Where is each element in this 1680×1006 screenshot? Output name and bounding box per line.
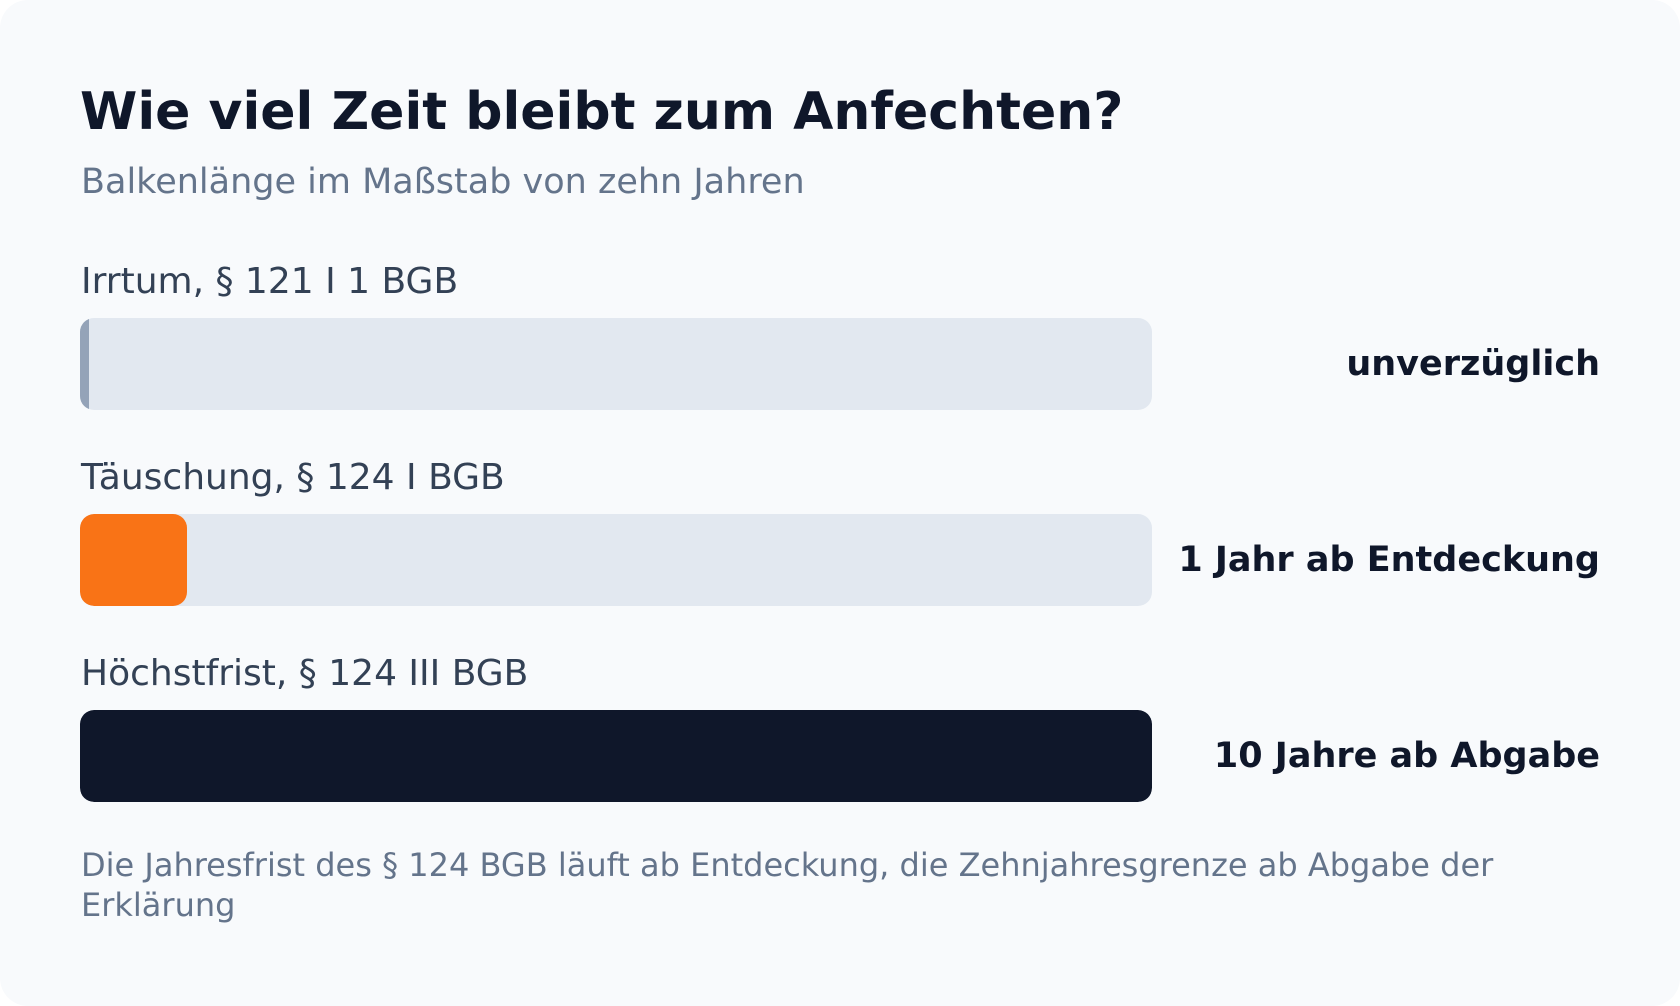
bar-value-label-irrtum: unverzüglich xyxy=(1346,344,1600,384)
bar-value-label-taeuschung: 1 Jahr ab Entdeckung xyxy=(1178,540,1600,580)
bar-track-taeuschung xyxy=(80,514,1152,606)
chart-title: Wie viel Zeit bleibt zum Anfechten? xyxy=(80,82,1124,142)
bar-track-hoechstfrist xyxy=(80,710,1152,802)
bar-category-label-hoechstfrist: Höchstfrist, § 124 III BGB xyxy=(81,653,529,694)
bar-fill-taeuschung xyxy=(80,514,188,606)
bar-value-label-hoechstfrist: 10 Jahre ab Abgabe xyxy=(1213,736,1600,776)
chart-footnote: Die Jahresfrist des § 124 BGB läuft ab E… xyxy=(81,846,1494,924)
bar-category-label-taeuschung: Täuschung, § 124 I BGB xyxy=(81,457,505,498)
chart-subtitle: Balkenlänge im Maßstab von zehn Jahren xyxy=(81,162,805,202)
bar-category-label-irrtum: Irrtum, § 121 I 1 BGB xyxy=(81,261,459,302)
bar-track-irrtum xyxy=(80,318,1152,410)
bar-fill-irrtum xyxy=(80,318,89,410)
bar-fill-hoechstfrist xyxy=(80,710,1152,802)
